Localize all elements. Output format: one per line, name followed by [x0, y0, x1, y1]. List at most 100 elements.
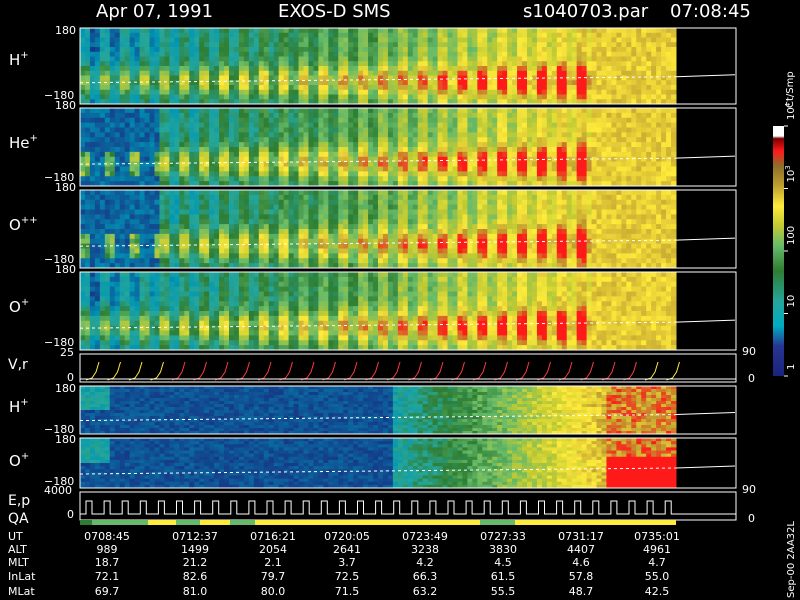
heatmap-cell	[571, 80, 578, 86]
heatmap-cell	[109, 224, 116, 230]
heatmap-cell	[517, 161, 523, 167]
heatmap-cell	[204, 171, 210, 177]
heatmap-cell	[556, 156, 563, 163]
heatmap-cell	[139, 47, 146, 53]
heatmap-cell	[308, 224, 314, 230]
heatmap-cell	[243, 243, 250, 249]
heatmap-cell	[611, 47, 617, 53]
heatmap-cell	[507, 151, 513, 158]
heatmap-cell	[407, 47, 414, 53]
heatmap-cell	[283, 66, 290, 72]
heatmap-cell	[184, 199, 190, 206]
heatmap-cell	[621, 161, 627, 167]
heatmap-cell	[417, 89, 424, 95]
heatmap-cell	[288, 89, 295, 95]
heatmap-cell	[507, 89, 513, 95]
heatmap-cell	[432, 51, 439, 57]
heatmap-cell	[159, 147, 165, 153]
heatmap-cell	[224, 70, 230, 76]
heatmap-cell	[417, 132, 424, 138]
heatmap-cell	[417, 190, 424, 196]
heatmap-cell	[268, 127, 275, 133]
heatmap-cell	[641, 137, 647, 143]
heatmap-cell	[164, 122, 170, 128]
heatmap-cell	[432, 42, 439, 48]
heatmap-cell	[641, 37, 647, 43]
heatmap-cell	[263, 37, 270, 43]
heatmap-cell	[144, 51, 151, 57]
heatmap-cell	[169, 238, 175, 245]
heatmap-cell	[328, 108, 334, 114]
heatmap-cell	[149, 190, 155, 196]
heatmap-cell	[472, 166, 478, 172]
heatmap-cell	[502, 117, 508, 124]
heatmap-cell	[243, 147, 250, 153]
heatmap-cell	[452, 75, 458, 81]
heatmap-cell	[258, 258, 265, 264]
heatmap-cell	[209, 171, 215, 177]
heatmap-cell	[591, 156, 598, 163]
heatmap-cell	[656, 61, 662, 67]
heatmap-cell	[333, 75, 339, 81]
heatmap-cell	[527, 166, 533, 172]
heatmap-cell	[99, 85, 106, 91]
heatmap-cell	[194, 190, 200, 196]
heatmap-cell	[576, 28, 583, 34]
heatmap-cell	[527, 161, 533, 167]
heatmap-cell	[343, 85, 349, 91]
heatmap-cell	[343, 61, 349, 67]
heatmap-cell	[378, 243, 384, 249]
heatmap-cell	[199, 47, 205, 53]
heatmap-cell	[139, 80, 146, 86]
heatmap-cell	[169, 248, 175, 254]
heatmap-cell	[502, 75, 508, 81]
heatmap-cell	[323, 56, 329, 62]
heatmap-cell	[94, 122, 101, 128]
heatmap-cell	[114, 75, 121, 81]
heatmap-cell	[258, 42, 265, 48]
heatmap-cell	[432, 219, 439, 225]
heatmap-cell	[174, 181, 180, 187]
heatmap-cell	[338, 171, 344, 177]
heatmap-cell	[507, 28, 513, 34]
heatmap-cell	[368, 190, 374, 196]
heatmap-cell	[293, 151, 300, 158]
heatmap-cell	[238, 42, 245, 48]
heatmap-cell	[308, 28, 314, 34]
heatmap-cell	[238, 70, 245, 76]
heatmap-cell	[278, 233, 285, 240]
heatmap-cell	[457, 122, 463, 128]
heatmap-cell	[268, 156, 275, 163]
heatmap-cell	[442, 70, 449, 76]
heatmap-cell	[616, 147, 622, 153]
heatmap-cell	[288, 156, 295, 163]
heatmap-cell	[109, 151, 116, 158]
heatmap-cell	[556, 99, 563, 105]
heatmap-cell	[407, 122, 414, 128]
heatmap-cell	[382, 181, 389, 187]
heatmap-cell	[313, 32, 319, 38]
heatmap-cell	[189, 194, 195, 201]
heatmap-cell	[556, 137, 563, 143]
heatmap-cell	[482, 70, 488, 76]
heatmap-cell	[248, 89, 255, 95]
heatmap-cell	[238, 190, 245, 196]
heatmap-cell	[556, 161, 563, 167]
heatmap-cell	[139, 233, 146, 240]
heatmap-cell	[343, 122, 349, 128]
heatmap-cell	[392, 181, 399, 187]
heatmap-cell	[402, 181, 409, 187]
heatmap-cell	[566, 117, 573, 124]
heatmap-cell	[348, 229, 354, 235]
heatmap-cell	[492, 132, 498, 138]
heatmap-cell	[189, 214, 195, 220]
heatmap-cell	[119, 28, 126, 34]
heatmap-cell	[517, 147, 523, 153]
heatmap-cell	[154, 166, 160, 172]
heatmap-cell	[373, 181, 379, 187]
heatmap-cell	[134, 70, 141, 76]
heatmap-cell	[397, 94, 404, 100]
heatmap-cell	[472, 122, 478, 128]
heatmap-cell	[124, 37, 131, 43]
heatmap-cell	[268, 142, 275, 148]
